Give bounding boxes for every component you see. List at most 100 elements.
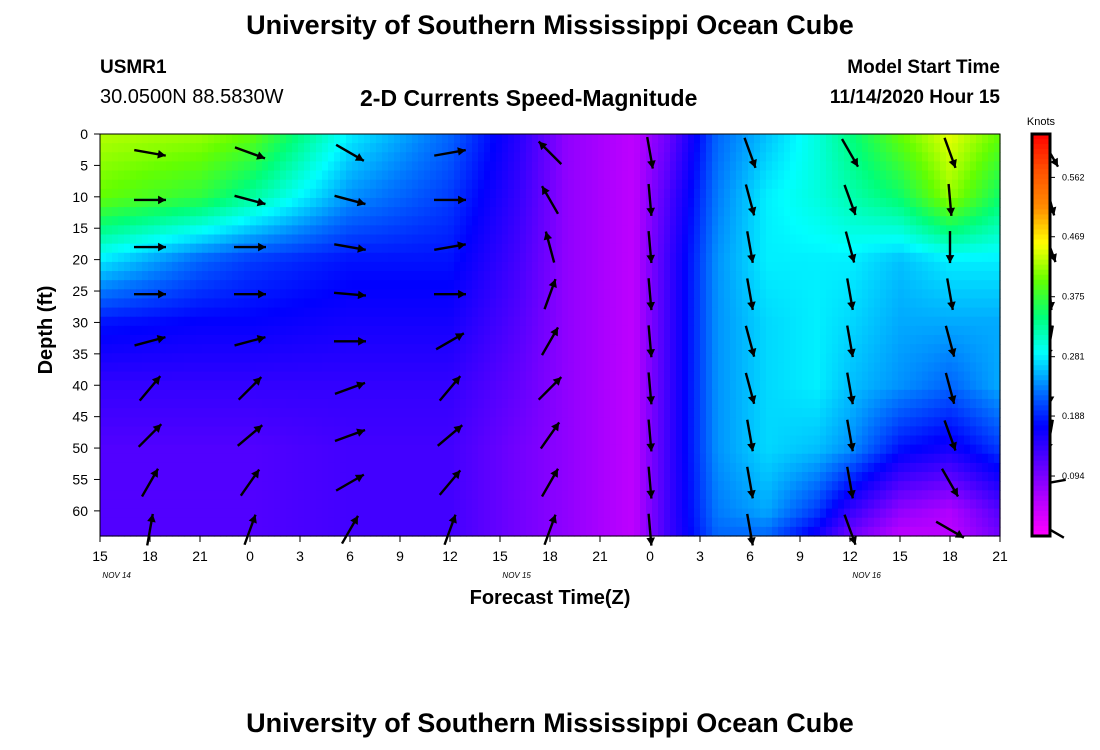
heatmap-cell <box>226 261 233 272</box>
heatmap-cell <box>292 280 299 290</box>
heatmap-cell <box>100 371 107 382</box>
heatmap-cell <box>994 389 1001 400</box>
heatmap-cell <box>502 289 509 300</box>
heatmap-cell <box>250 371 257 382</box>
heatmap-cell <box>586 243 593 254</box>
heatmap-cell <box>490 252 497 263</box>
heatmap-cell <box>952 179 959 190</box>
heatmap-cell <box>310 161 317 172</box>
heatmap-cell <box>124 225 131 236</box>
heatmap-cell <box>196 389 203 400</box>
heatmap-cell <box>382 261 389 272</box>
heatmap-cell <box>160 271 167 281</box>
heatmap-cell <box>130 271 137 281</box>
heatmap-cell <box>508 170 515 181</box>
heatmap-cell <box>862 161 869 172</box>
heatmap-cell <box>526 307 533 318</box>
heatmap-cell <box>334 243 341 254</box>
heatmap-cell <box>406 280 413 290</box>
heatmap-cell <box>766 243 773 254</box>
heatmap-cell <box>502 353 509 364</box>
heatmap-cell <box>640 298 647 309</box>
heatmap-cell <box>280 216 287 226</box>
heatmap-cell <box>112 298 119 309</box>
heatmap-cell <box>676 161 683 172</box>
heatmap-cell <box>352 335 359 345</box>
heatmap-cell <box>346 134 353 144</box>
heatmap-cell <box>928 380 935 391</box>
heatmap-cell <box>532 179 539 190</box>
heatmap-cell <box>184 207 191 217</box>
heatmap-cell <box>388 307 395 318</box>
heatmap-cell <box>682 298 689 309</box>
heatmap-cell <box>340 362 347 373</box>
heatmap-cell <box>820 280 827 290</box>
heatmap-cell <box>556 170 563 181</box>
heatmap-cell <box>196 188 203 199</box>
heatmap-cell <box>508 188 515 199</box>
heatmap-cell <box>628 225 635 236</box>
heatmap-cell <box>754 243 761 254</box>
heatmap-cell <box>724 234 731 245</box>
heatmap-cell <box>640 197 647 208</box>
heatmap-cell <box>916 398 923 409</box>
heatmap-cell <box>412 234 419 245</box>
heatmap-cell <box>142 298 149 309</box>
heatmap-cell <box>226 207 233 217</box>
heatmap-cell <box>166 289 173 300</box>
heatmap-cell <box>892 298 899 309</box>
heatmap-cell <box>724 261 731 272</box>
heatmap-cell <box>808 298 815 309</box>
heatmap-cell <box>562 316 569 327</box>
heatmap-cell <box>982 234 989 245</box>
heatmap-cell <box>334 298 341 309</box>
heatmap-cell <box>538 398 545 409</box>
heatmap-cell <box>388 298 395 309</box>
heatmap-cell <box>136 134 143 144</box>
heatmap-cell <box>154 225 161 236</box>
heatmap-cell <box>370 216 377 226</box>
heatmap-cell <box>496 417 503 427</box>
heatmap-cell <box>208 307 215 318</box>
heatmap-cell <box>658 371 665 382</box>
heatmap-cell <box>676 362 683 373</box>
heatmap-cell <box>862 344 869 354</box>
heatmap-cell <box>712 161 719 172</box>
heatmap-cell <box>958 344 965 354</box>
heatmap-cell <box>670 225 677 236</box>
heatmap-cell <box>874 298 881 309</box>
heatmap-cell <box>898 380 905 391</box>
heatmap-cell <box>346 408 353 418</box>
heatmap-cell <box>910 243 917 254</box>
heatmap-cell <box>100 289 107 300</box>
heatmap-cell <box>304 353 311 364</box>
heatmap-cell <box>784 316 791 327</box>
heatmap-cell <box>520 362 527 373</box>
heatmap-cell <box>988 216 995 226</box>
heatmap-cell <box>460 252 467 263</box>
heatmap-cell <box>106 408 113 418</box>
heatmap-cell <box>112 435 119 446</box>
heatmap-cell <box>808 408 815 418</box>
heatmap-cell <box>934 307 941 318</box>
heatmap-cell <box>604 261 611 272</box>
heatmap-cell <box>742 335 749 345</box>
heatmap-cell <box>664 298 671 309</box>
heatmap-cell <box>436 280 443 290</box>
heatmap-cell <box>694 307 701 318</box>
heatmap-cell <box>130 207 137 217</box>
heatmap-cell <box>364 243 371 254</box>
heatmap-cell <box>580 280 587 290</box>
heatmap-cell <box>244 261 251 272</box>
heatmap-cell <box>214 170 221 181</box>
heatmap-cell <box>364 225 371 236</box>
heatmap-cell <box>700 380 707 391</box>
heatmap-cell <box>724 225 731 236</box>
heatmap-cell <box>880 426 887 437</box>
heatmap-cell <box>898 298 905 309</box>
heatmap-cell <box>274 243 281 254</box>
heatmap-cell <box>682 216 689 226</box>
heatmap-cell <box>544 152 551 163</box>
heatmap-cell <box>730 280 737 290</box>
heatmap-cell <box>856 252 863 263</box>
